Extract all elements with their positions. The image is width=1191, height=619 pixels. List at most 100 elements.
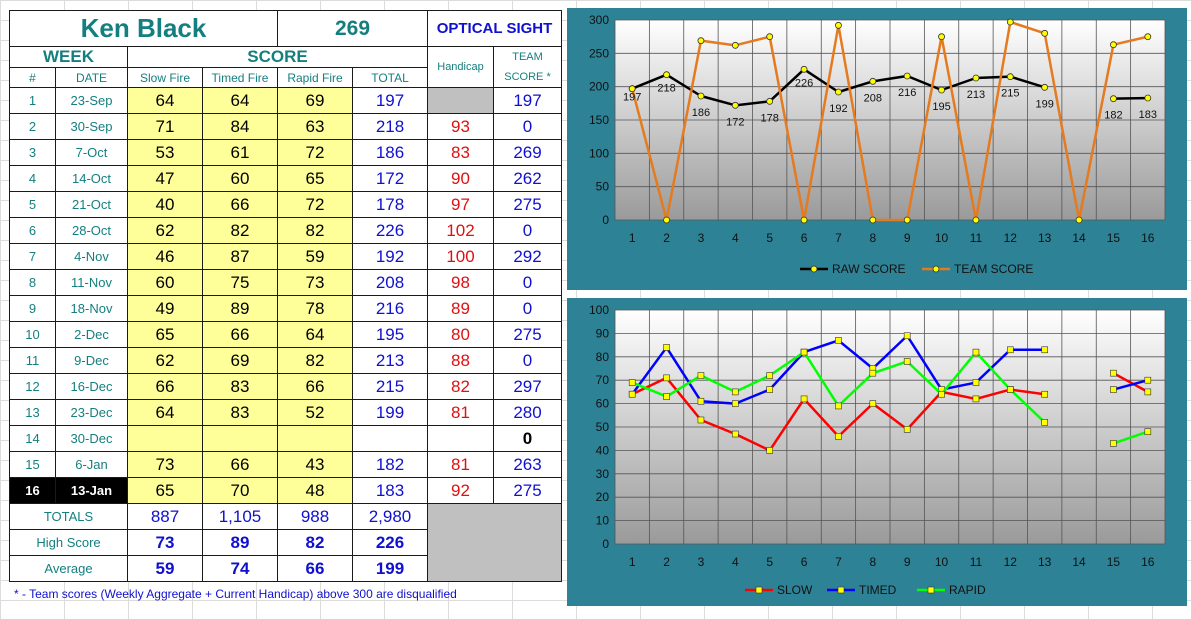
rapid-fire-cell[interactable]: 82 (277, 217, 353, 244)
rapid-header[interactable]: Rapid Fire (277, 67, 353, 88)
date-cell[interactable]: 11-Nov (55, 269, 128, 296)
week-number-cell[interactable]: 12 (9, 373, 56, 400)
handicap-cell[interactable]: 83 (427, 139, 494, 166)
handicap-cell[interactable] (427, 87, 494, 114)
team-score-cell[interactable]: 0 (493, 295, 562, 322)
week-number-cell[interactable]: 4 (9, 165, 56, 192)
total-cell[interactable]: 218 (352, 113, 428, 140)
team-score-cell[interactable]: 0 (493, 347, 562, 374)
rapid-fire-cell[interactable]: 64 (277, 321, 353, 348)
average-row-label[interactable]: Average (9, 555, 128, 582)
timed-fire-cell[interactable]: 64 (202, 87, 278, 114)
rapid-fire-cell[interactable]: 82 (277, 347, 353, 374)
rapid-fire-cell[interactable]: 73 (277, 269, 353, 296)
handicap-cell[interactable]: 80 (427, 321, 494, 348)
team-header-2[interactable]: SCORE * (493, 67, 562, 88)
date-cell[interactable]: 28-Oct (55, 217, 128, 244)
team-score-cell[interactable]: 0 (493, 425, 562, 452)
rapid-fire-cell[interactable]: 69 (277, 87, 353, 114)
week-number-cell[interactable]: 13 (9, 399, 56, 426)
timed-fire-cell[interactable]: 89 (202, 295, 278, 322)
slow-fire-cell[interactable]: 71 (127, 113, 203, 140)
team-score-cell[interactable]: 0 (493, 217, 562, 244)
headline-score[interactable]: 269 (277, 10, 428, 47)
total-cell[interactable]: 216 (352, 295, 428, 322)
total-cell[interactable]: 178 (352, 191, 428, 218)
rapid-fire-cell[interactable]: 66 (277, 373, 353, 400)
slow-header[interactable]: Slow Fire (127, 67, 203, 88)
timed-fire-cell[interactable]: 60 (202, 165, 278, 192)
week-number-cell[interactable]: 9 (9, 295, 56, 322)
date-cell[interactable]: 7-Oct (55, 139, 128, 166)
slow-fire-cell[interactable]: 47 (127, 165, 203, 192)
total-cell[interactable]: 195 (352, 321, 428, 348)
date-cell[interactable]: 30-Dec (55, 425, 128, 452)
slow-fire-cell[interactable]: 46 (127, 243, 203, 270)
average-row-rapid-cell[interactable]: 66 (277, 555, 353, 582)
score-header[interactable]: SCORE (127, 46, 428, 68)
rapid-fire-cell[interactable]: 65 (277, 165, 353, 192)
date-cell[interactable]: 14-Oct (55, 165, 128, 192)
totals-row-slow-cell[interactable]: 887 (127, 503, 203, 530)
slow-fire-cell[interactable]: 49 (127, 295, 203, 322)
slow-fire-cell[interactable]: 53 (127, 139, 203, 166)
team-score-cell[interactable]: 263 (493, 451, 562, 478)
handicap-cell[interactable]: 100 (427, 243, 494, 270)
week-number-cell[interactable]: 14 (9, 425, 56, 452)
slow-fire-cell[interactable]: 64 (127, 87, 203, 114)
total-cell[interactable]: 192 (352, 243, 428, 270)
handicap-header[interactable]: Handicap (427, 46, 494, 88)
date-cell[interactable]: 18-Nov (55, 295, 128, 322)
date-cell[interactable]: 21-Oct (55, 191, 128, 218)
num-header[interactable]: # (9, 67, 56, 88)
high-score-row-slow-cell[interactable]: 73 (127, 529, 203, 556)
team-score-cell[interactable]: 262 (493, 165, 562, 192)
week-number-cell[interactable]: 3 (9, 139, 56, 166)
week-number-cell[interactable]: 5 (9, 191, 56, 218)
date-cell[interactable]: 9-Dec (55, 347, 128, 374)
date-cell[interactable]: 13-Jan (55, 477, 128, 504)
slow-fire-cell[interactable]: 62 (127, 347, 203, 374)
slow-fire-cell[interactable]: 66 (127, 373, 203, 400)
rapid-fire-cell[interactable]: 72 (277, 191, 353, 218)
week-number-cell[interactable]: 10 (9, 321, 56, 348)
high-score-row-label[interactable]: High Score (9, 529, 128, 556)
timed-fire-cell[interactable]: 70 (202, 477, 278, 504)
slow-fire-cell[interactable]: 65 (127, 321, 203, 348)
slow-fire-cell[interactable]: 73 (127, 451, 203, 478)
high-score-row-total-cell[interactable]: 226 (352, 529, 428, 556)
total-cell[interactable]: 197 (352, 87, 428, 114)
summary-blank-cell[interactable] (427, 503, 562, 582)
shooter-name[interactable]: Ken Black (9, 10, 278, 47)
handicap-cell[interactable]: 88 (427, 347, 494, 374)
handicap-cell[interactable]: 92 (427, 477, 494, 504)
slow-fire-cell[interactable] (127, 425, 203, 452)
total-cell[interactable]: 182 (352, 451, 428, 478)
timed-header[interactable]: Timed Fire (202, 67, 278, 88)
high-score-row-rapid-cell[interactable]: 82 (277, 529, 353, 556)
average-row-slow-cell[interactable]: 59 (127, 555, 203, 582)
date-cell[interactable]: 23-Sep (55, 87, 128, 114)
total-cell[interactable] (352, 425, 428, 452)
date-header[interactable]: DATE (55, 67, 128, 88)
average-row-timed-cell[interactable]: 74 (202, 555, 278, 582)
week-number-cell[interactable]: 2 (9, 113, 56, 140)
handicap-cell[interactable]: 97 (427, 191, 494, 218)
slow-fire-cell[interactable]: 65 (127, 477, 203, 504)
rapid-fire-cell[interactable]: 48 (277, 477, 353, 504)
total-cell[interactable]: 215 (352, 373, 428, 400)
rapid-fire-cell[interactable]: 78 (277, 295, 353, 322)
total-cell[interactable]: 172 (352, 165, 428, 192)
rapid-fire-cell[interactable]: 59 (277, 243, 353, 270)
handicap-cell[interactable]: 90 (427, 165, 494, 192)
date-cell[interactable]: 16-Dec (55, 373, 128, 400)
date-cell[interactable]: 4-Nov (55, 243, 128, 270)
slow-fire-cell[interactable]: 40 (127, 191, 203, 218)
timed-fire-cell[interactable]: 69 (202, 347, 278, 374)
handicap-cell[interactable]: 93 (427, 113, 494, 140)
total-cell[interactable]: 213 (352, 347, 428, 374)
totals-row-rapid-cell[interactable]: 988 (277, 503, 353, 530)
timed-fire-cell[interactable]: 87 (202, 243, 278, 270)
handicap-cell[interactable]: 98 (427, 269, 494, 296)
handicap-cell[interactable]: 89 (427, 295, 494, 322)
